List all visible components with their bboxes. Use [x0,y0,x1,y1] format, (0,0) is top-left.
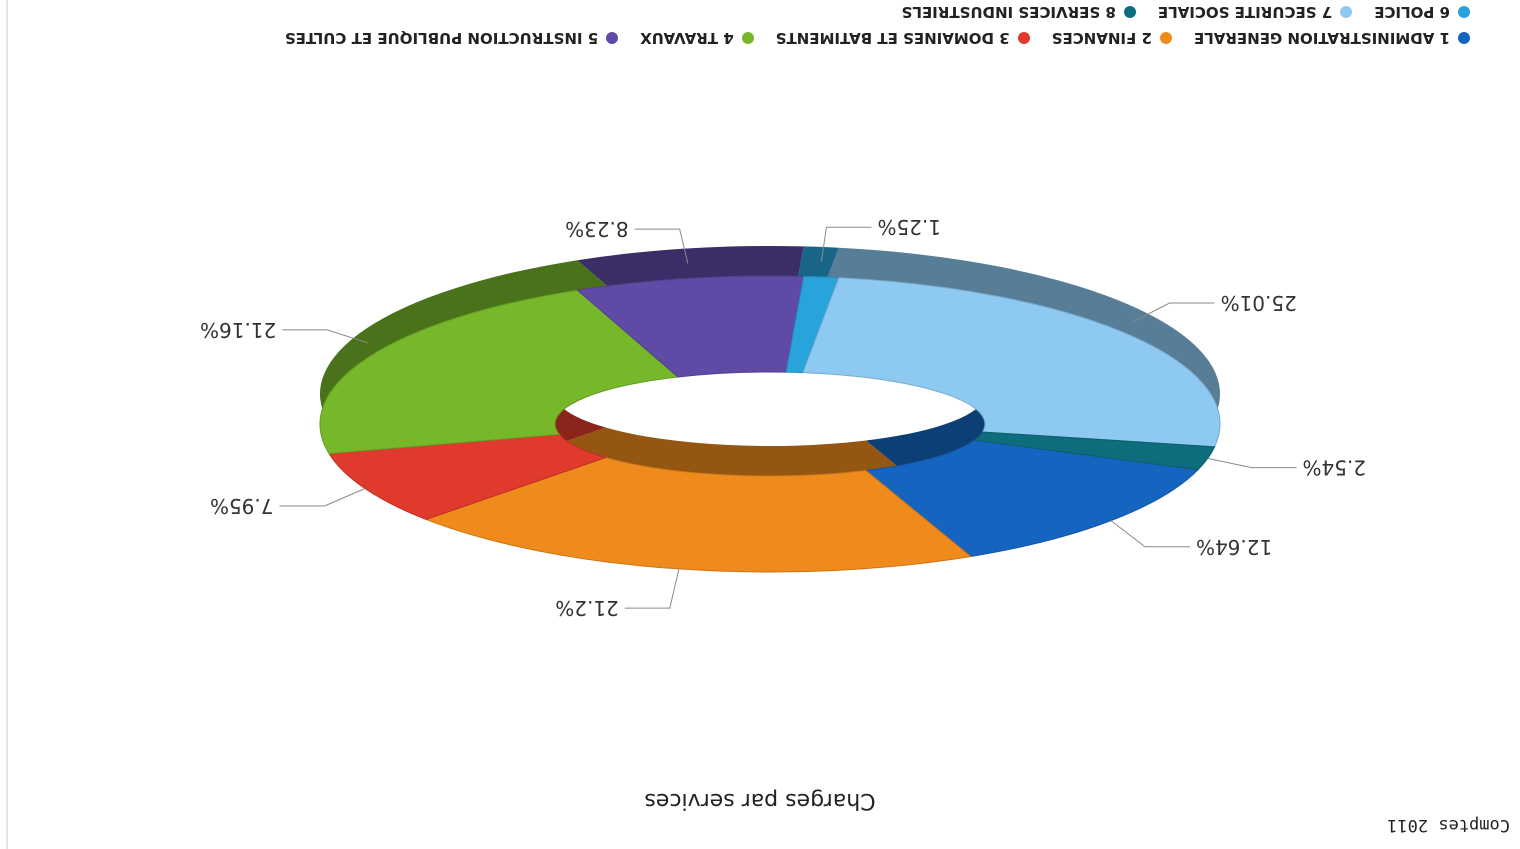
legend-item: 4 TRAVAUX [640,29,754,47]
legend-label: 2 FINANCES [1051,29,1152,47]
data-label: 25.01% [1221,291,1297,315]
legend-label: 5 INSTRUCTION PUBLIQUE ET CULTES [284,29,599,47]
data-label: 8.23% [565,217,629,241]
donut-slice [319,289,680,455]
data-label: 21.16% [200,318,276,342]
legend-label: 6 POLICE [1374,3,1450,21]
legend-item: 5 INSTRUCTION PUBLIQUE ET CULTES [284,29,619,47]
legend-label: 3 DOMAINES ET BATIMENTS [775,29,1010,47]
legend-swatch [1123,6,1136,18]
legend-label: 7 SECURITE SOCIALE [1157,3,1333,21]
leader-line [634,228,689,264]
legend-item: 6 POLICE [1374,3,1470,21]
donut-slice [973,431,1216,471]
data-label: 21.2% [555,596,619,620]
donut-slice [864,439,1200,557]
donut-slice [424,457,972,573]
legend-swatch [606,32,619,44]
legend-swatch [741,32,754,44]
legend-label: 8 SERVICES INDUSTRIELS [901,3,1116,21]
leader-line [282,329,368,344]
leader-line [1133,302,1215,323]
data-label: 2.54% [1302,456,1366,480]
legend-swatch [1017,32,1030,44]
legend-row: 6 POLICE 7 SECURITE SOCIALE 8 SERVICES IND… [880,3,1470,21]
data-label: 12.64% [1196,535,1272,559]
donut-slice [802,277,1221,448]
leader-line [820,226,872,263]
data-label: 7.95% [210,494,274,518]
legend-swatch [1458,32,1470,44]
legend-item: 8 SERVICES INDUSTRIELS [902,3,1136,21]
leader-line [1207,457,1297,469]
legend-label: 1 ADMINISTRATION GENERALE [1193,29,1450,47]
data-labels: 12.64% 21.2% 7.95% 21.16% 8.23% 1.25% 25.01% 2.… [200,215,1366,620]
legend-item: 2 FINANCES [1052,29,1172,47]
legend-row: 1 ADMINISTRATION GENERALE 2 FINANCES 3 DOM… [263,29,1470,47]
legend-label: 4 TRAVAUX [640,29,734,47]
legend-swatch [1159,32,1172,44]
donut-slices [319,275,1221,573]
legend-item: 1 ADMINISTRATION GENERALE [1194,29,1470,47]
data-label: 1.25% [877,215,941,239]
legend-item: 7 SECURITE SOCIALE [1157,3,1353,21]
leader-line [624,568,680,609]
leader-line [279,488,366,507]
legend-swatch [1340,6,1353,18]
leader-line [1110,520,1190,548]
legend-swatch [1458,6,1470,18]
legend-item: 3 DOMAINES ET BATIMENTS [776,29,1030,47]
